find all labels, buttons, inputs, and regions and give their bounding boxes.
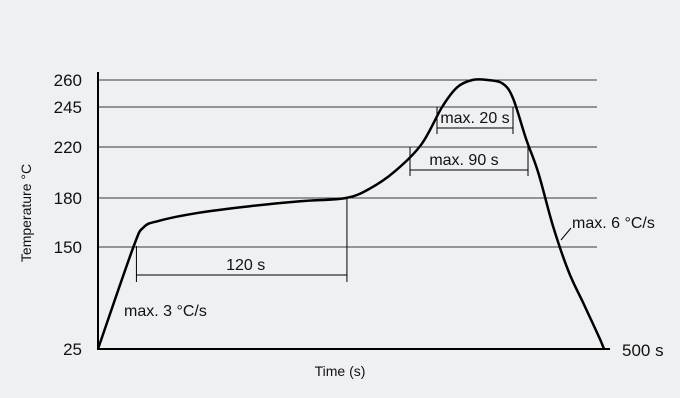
y-tick-label-220: 220 (54, 138, 82, 157)
y-tick-label-25: 25 (63, 340, 82, 359)
x-axis-label: Time (s) (315, 363, 366, 379)
temperature-profile-line (96, 78, 606, 350)
annotation-ramp-down: max. 6 °C/s (572, 215, 655, 232)
y-tick-label-180: 180 (54, 189, 82, 208)
annotation-max-20s: max. 20 s (440, 110, 509, 127)
annotation-120s: 120 s (226, 257, 265, 274)
y-tick-label-245: 245 (54, 98, 82, 117)
y-tick-label-260: 260 (54, 71, 82, 90)
y-axis-label: Temperature °C (18, 164, 34, 262)
annotation-max-90s: max. 90 s (429, 152, 498, 169)
x-axis-end-label: 500 s (622, 341, 664, 360)
annotation-ramp-up: max. 3 °C/s (124, 303, 207, 320)
annotation-ramp-down-leader (560, 227, 572, 241)
y-tick-label-150: 150 (54, 238, 82, 257)
